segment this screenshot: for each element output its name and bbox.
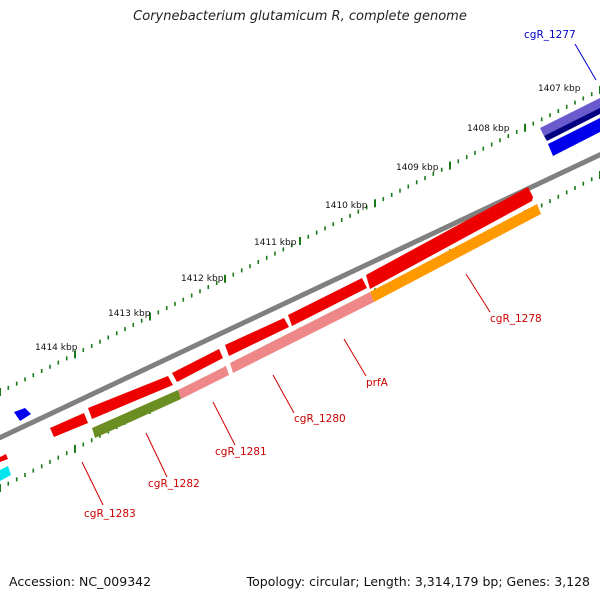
accession-text: Accession: NC_009342 (9, 574, 152, 589)
gene-cgr-1277-inner[interactable] (544, 108, 600, 141)
leader-cgr-1277 (574, 43, 597, 81)
band-cgr-1278[interactable] (370, 204, 541, 302)
gene-cgr-1282[interactable] (88, 376, 173, 419)
gene-edge-red[interactable] (0, 454, 8, 462)
gene-cgr-1283[interactable] (50, 413, 88, 437)
gene-label[interactable]: cgR_1281 (215, 446, 267, 458)
band-prfa[interactable] (230, 292, 374, 373)
leader-cgr-1278 (465, 273, 491, 313)
leader-cgr-1281 (212, 401, 236, 446)
leader-cgr-1283 (81, 461, 104, 506)
gene-cgr-1277-outer[interactable] (540, 98, 600, 136)
map-title: Corynebacterium glutamicum R, complete g… (133, 9, 467, 24)
leader-prfa (343, 338, 367, 377)
gene-cgr-1280[interactable] (225, 318, 289, 356)
scale-ticks-outer (0, 86, 600, 396)
gene-marker-blue[interactable] (14, 408, 31, 421)
gene-label[interactable]: cgR_1283 (84, 508, 136, 520)
gene-label[interactable]: cgR_1277 (524, 29, 576, 41)
band-cgr-1281[interactable] (178, 366, 229, 399)
kbp-label: 1407 kbp (538, 84, 581, 94)
kbp-label: 1408 kbp (467, 124, 510, 134)
gene-cgr-1281[interactable] (172, 349, 223, 382)
kbp-label: 1409 kbp (396, 163, 439, 173)
gene-label[interactable]: cgR_1278 (490, 313, 542, 325)
gene-prfa[interactable] (288, 278, 367, 326)
gene-label[interactable]: cgR_1282 (148, 478, 200, 490)
kbp-label: 1414 kbp (35, 343, 78, 353)
topology-text: Topology: circular; Length: 3,314,179 bp… (246, 574, 590, 589)
gene-edge-cyan[interactable] (0, 466, 11, 481)
kbp-label: 1410 kbp (325, 201, 368, 211)
gene-cgr-1278[interactable] (366, 187, 533, 289)
gene-label[interactable]: cgR_1280 (294, 413, 346, 425)
kbp-label: 1413 kbp (108, 309, 151, 319)
kbp-label: 1411 kbp (254, 238, 297, 248)
band-cgr-1282[interactable] (92, 390, 181, 438)
genome-backbone (0, 151, 600, 441)
leader-cgr-1282 (145, 432, 168, 478)
gene-label[interactable]: prfA (366, 377, 389, 389)
leader-cgr-1280 (272, 374, 295, 414)
kbp-label: 1412 kbp (181, 274, 224, 284)
gene-cgr-1277-band[interactable] (548, 118, 600, 156)
